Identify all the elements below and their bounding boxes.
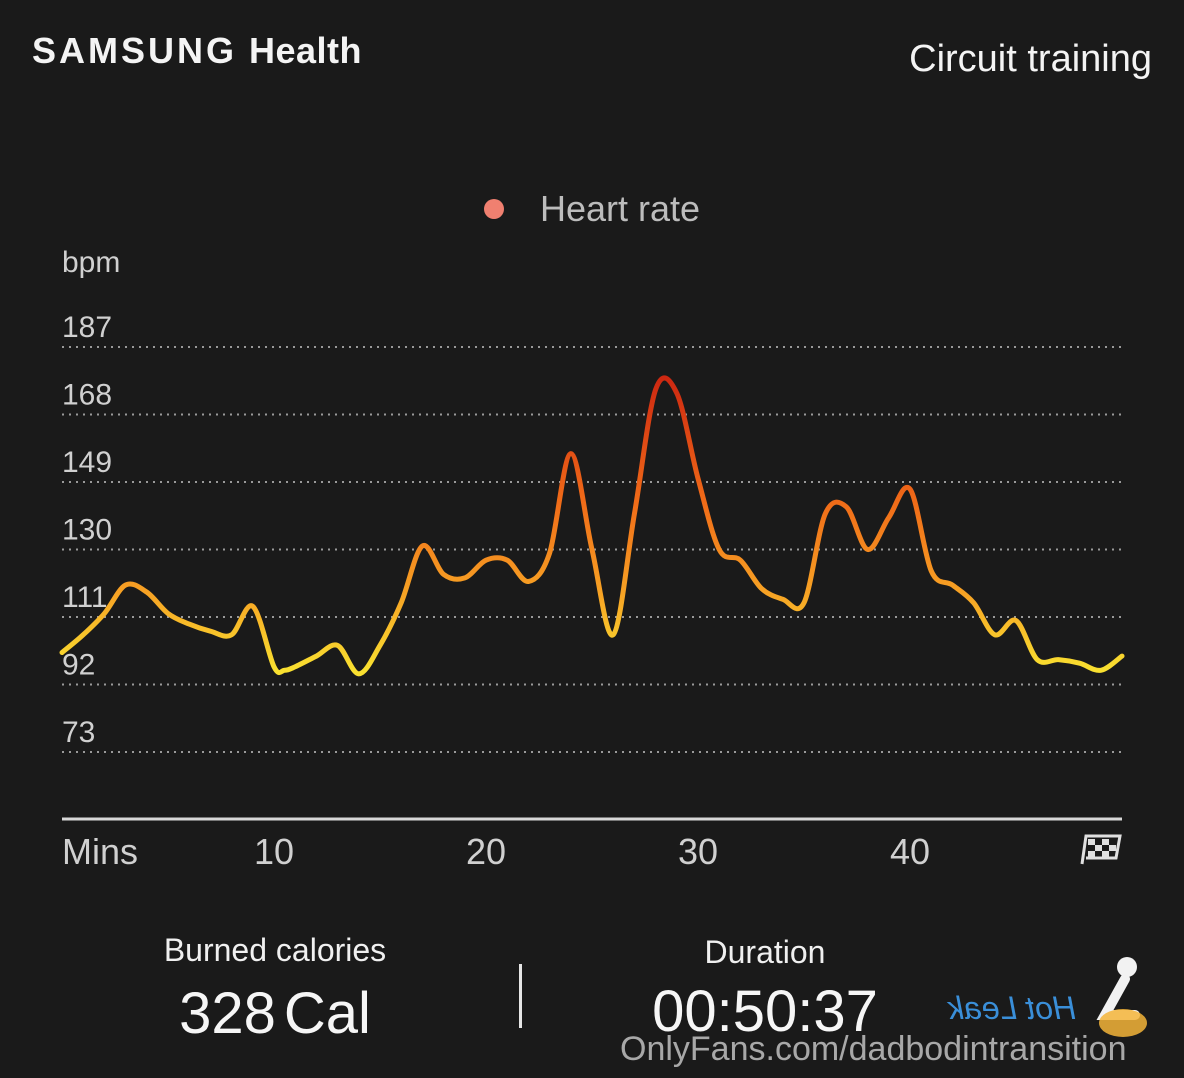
duration-value: 00:50:37	[652, 979, 878, 1044]
calories-number: 328	[179, 981, 276, 1046]
legend-dot	[484, 199, 504, 219]
brand-name: SAMSUNG	[32, 30, 238, 71]
y-tick-label: 73	[62, 716, 95, 749]
calories-value: 328 Cal	[130, 980, 420, 1047]
x-tick-label: 40	[890, 831, 930, 872]
y-axis-unit: bpm	[62, 246, 120, 279]
duration-label: Duration	[704, 934, 826, 970]
y-tick-label: 168	[62, 379, 112, 412]
heart-rate-series-line	[59, 375, 1125, 677]
app-logo: SAMSUNG Health	[32, 30, 362, 72]
brand-sub: Health	[249, 30, 363, 71]
hot-leak-mark: Hot Leak	[948, 990, 1077, 1026]
x-tick-label: 10	[254, 831, 294, 872]
calories-label: Burned calories	[163, 932, 387, 968]
y-tick-label: 92	[62, 649, 95, 682]
stats-panel: Burned calories 328 Cal Duration 00:50:37	[0, 920, 1184, 1046]
y-tick-label: 187	[62, 311, 112, 344]
y-tick-label: 149	[62, 446, 112, 479]
watermark-text: OnlyFans.com/dadbodintransition	[620, 1030, 1127, 1068]
chart-legend: Heart rate	[484, 188, 700, 230]
y-tick-label: 111	[62, 581, 108, 614]
y-tick-label: 130	[62, 514, 112, 547]
heart-rate-chart: bpm 187 168 149 130 111 92 73 Mins 10 20 30 40	[59, 246, 1125, 872]
watermark-logo-icon	[1096, 957, 1147, 1037]
calories-unit: Cal	[283, 981, 371, 1046]
x-axis-label: Mins	[62, 831, 138, 872]
finish-flag-icon	[1080, 834, 1122, 865]
legend-label: Heart rate	[540, 188, 701, 229]
x-tick-label: 20	[466, 831, 506, 872]
activity-title: Circuit training	[909, 38, 1152, 80]
x-tick-label: 30	[678, 831, 718, 872]
stats-divider	[519, 964, 522, 1028]
